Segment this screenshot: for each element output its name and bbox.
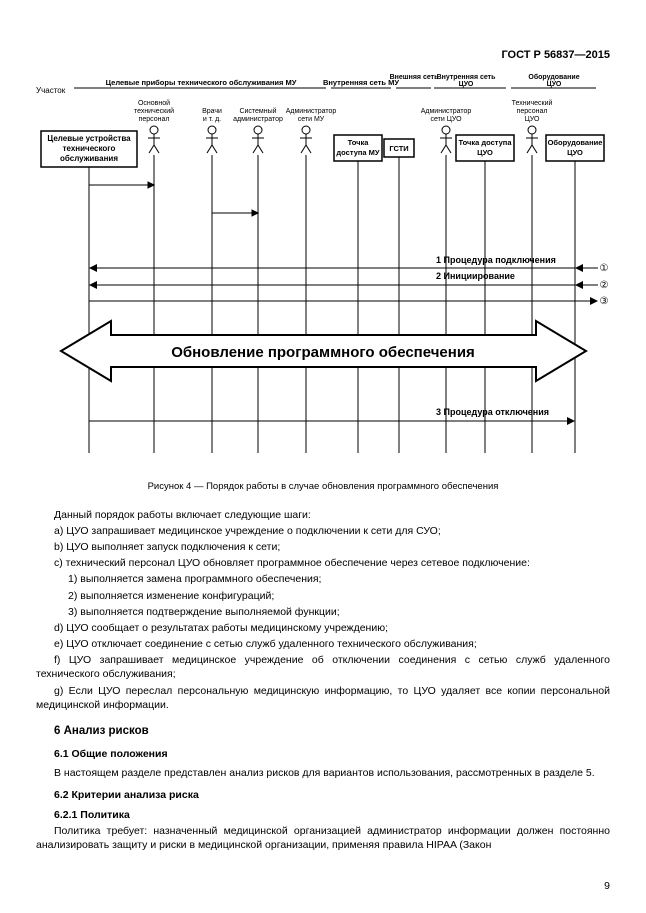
top-group-5b: ЦУО (547, 81, 562, 88)
actor-3a: Системный (239, 107, 276, 115)
actor-4a: Администратор (286, 108, 337, 115)
heading-6-1: 6.1 Общие положения (36, 747, 610, 761)
row1-prefix: Участок (36, 86, 66, 95)
actor-1a: Основной (138, 99, 170, 107)
gsti-label: ГСТИ (389, 144, 408, 153)
step-b: b) ЦУО выполняет запуск подключения к се… (36, 540, 610, 554)
top-group-4a: Внутренняя сеть (437, 74, 497, 81)
banner-label: Обновление программного обеспечения (171, 344, 475, 361)
para-6-2-1: Политика требует: назначенный медицинско… (36, 824, 610, 852)
top-group-1: Целевые приборы технического обслуживани… (106, 78, 297, 87)
para-intro: Данный порядок работы включает следующие… (36, 508, 610, 522)
actor-6b: персонал (517, 108, 548, 115)
top-group-3a: Внешняя сеть (390, 74, 439, 81)
para-6-1: В настоящем разделе представлен анализ р… (36, 766, 610, 780)
body-text: Данный порядок работы включает следующие… (36, 508, 610, 853)
marker-1: ① (600, 263, 609, 274)
heading-6-2-1: 6.2.1 Политика (36, 808, 610, 822)
step-e: e) ЦУО отключает соединение с сетью служ… (36, 637, 610, 651)
marker-2: ② (600, 280, 609, 291)
figure-caption: Рисунок 4 — Порядок работы в случае обно… (36, 481, 610, 494)
msg1-label: 1 Процедура подключения (436, 255, 556, 265)
step-a: a) ЦУО запрашивает медицинское учреждени… (36, 524, 610, 538)
mu-access-l1: Точка (348, 138, 370, 147)
left-box-l3: обслуживания (60, 154, 118, 163)
msg3-label: 3 Процедура отключения (436, 407, 549, 417)
actor-6a: Технический (512, 99, 553, 107)
actor-5b: сети ЦУО (430, 116, 462, 123)
cuo-access-l2: ЦУО (477, 148, 493, 157)
top-group-5a: Оборудование (528, 73, 579, 81)
step-c: c) технический персонал ЦУО обновляет пр… (36, 556, 610, 570)
msg2-arrow (89, 281, 598, 289)
step-f: f) ЦУО запрашивает медицинское учреждени… (36, 653, 610, 681)
top-short-arrows (89, 182, 258, 216)
return-arrow (89, 297, 598, 305)
step-g: g) Если ЦУО переслал персональную медици… (36, 684, 610, 712)
msg2-label: 2 Инициирование (436, 271, 515, 281)
cuo-access-l1: Точка доступа (458, 138, 512, 147)
left-box-l2: технического (63, 144, 116, 153)
actor-5a: Администратор (421, 108, 472, 115)
substep-2: 2) выполняется изменение конфигураций; (36, 589, 610, 603)
actor-2a: Врачи (202, 108, 222, 115)
step-d: d) ЦУО сообщает о результатах работы мед… (36, 621, 610, 635)
sequence-diagram: Участок Целевые приборы технического обс… (36, 73, 610, 473)
marker-3: ③ (600, 296, 609, 307)
msg1-arrow (89, 264, 598, 272)
page-number: 9 (604, 879, 610, 893)
msg3-arrow (89, 417, 575, 425)
substep-3: 3) выполняется подтверждение выполняемой… (36, 605, 610, 619)
actor-4b: сети МУ (298, 116, 325, 123)
top-group-2: Внутренняя сеть МУ (323, 78, 399, 87)
cuo-equip-l2: ЦУО (567, 148, 583, 157)
actor-6c: ЦУО (525, 116, 540, 123)
substep-1: 1) выполняется замена программного обесп… (36, 572, 610, 586)
doc-code: ГОСТ Р 56837—2015 (36, 48, 610, 63)
heading-6-2: 6.2 Критерии анализа риска (36, 788, 610, 802)
heading-6: 6 Анализ рисков (36, 724, 610, 740)
cuo-equip-l1: Оборудование (548, 138, 603, 147)
top-group-4b: ЦУО (459, 81, 474, 88)
mu-access-l2: доступа МУ (336, 148, 379, 157)
left-box-l1: Целевые устройства (47, 134, 131, 143)
banner-arrow: Обновление программного обеспечения (61, 321, 586, 381)
actor-1b: технический (134, 107, 174, 115)
actor-3b: администратор (233, 116, 283, 123)
page: ГОСТ Р 56837—2015 Участок Целевые прибор… (0, 0, 646, 913)
actor-1c: персонал (139, 116, 170, 123)
actor-2b: и т. д. (203, 116, 221, 123)
